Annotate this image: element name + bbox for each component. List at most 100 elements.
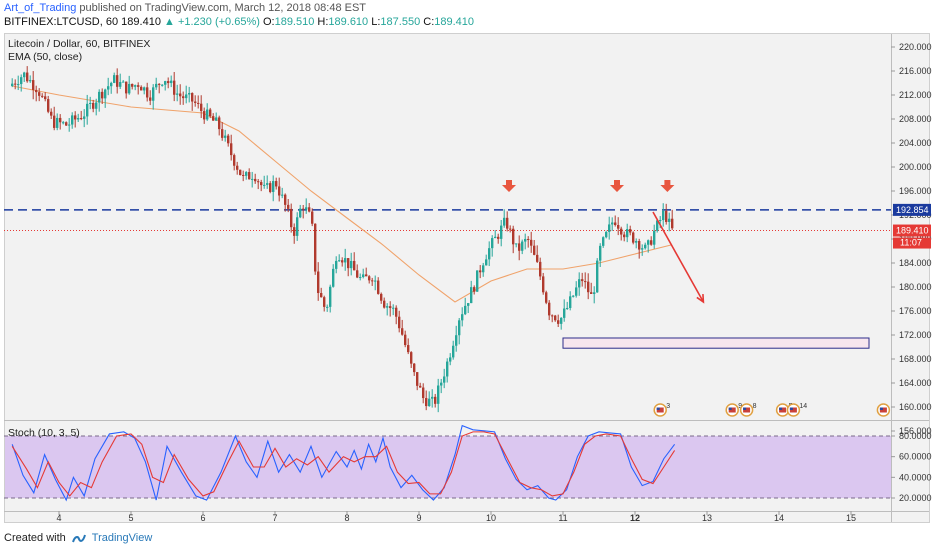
time-tick-label: 12	[630, 513, 640, 523]
candle-body	[263, 184, 266, 186]
candle-body	[206, 109, 209, 120]
candle-body	[365, 274, 368, 277]
candle-body	[446, 361, 449, 377]
candle-body	[215, 117, 218, 121]
candle-body	[443, 376, 446, 383]
candle-body	[602, 237, 605, 246]
event-flag-icon	[779, 407, 783, 410]
candle-body	[410, 352, 413, 364]
candle-body	[503, 217, 506, 226]
candle-body	[233, 155, 236, 166]
price-tick-label: 200.000	[899, 162, 932, 172]
candle-body	[110, 82, 113, 87]
down-marker-arrow	[660, 180, 675, 192]
candle-body	[104, 89, 107, 99]
event-flag-icon	[656, 407, 660, 410]
candle-body	[521, 241, 524, 251]
candle-body	[611, 222, 614, 225]
event-flag-icon	[656, 407, 664, 413]
candle-body	[506, 217, 509, 229]
candle-body	[122, 81, 125, 83]
candle-body	[623, 234, 626, 238]
candle-body	[86, 103, 89, 117]
candle-body	[536, 254, 539, 262]
candle-body	[566, 307, 569, 309]
footer: Created with TradingView	[4, 532, 152, 544]
candle-body	[671, 218, 674, 229]
candle-body	[584, 281, 587, 283]
candle-body	[518, 243, 521, 251]
candle-body	[56, 117, 59, 128]
candle-body	[17, 84, 20, 86]
candle-body	[218, 117, 221, 130]
candle-body	[116, 75, 119, 87]
time-tick-label: 7	[272, 513, 277, 523]
time-tick-label: 5	[128, 513, 133, 523]
event-flag-icon	[728, 407, 732, 410]
candle-body	[257, 181, 260, 183]
candle-body	[437, 385, 440, 404]
candle-body	[374, 280, 377, 282]
candle-body	[23, 72, 26, 78]
candle-body	[26, 72, 29, 82]
tradingview-brand[interactable]: TradingView	[91, 532, 153, 544]
candle-body	[449, 357, 452, 362]
candle-body	[77, 118, 80, 120]
time-tick-label: 4	[56, 513, 61, 523]
candle-body	[641, 248, 644, 250]
current-price-label: 189.410	[896, 226, 929, 236]
candle-body	[419, 385, 422, 388]
candle-body	[383, 300, 386, 308]
candle-body	[572, 295, 575, 297]
candle-body	[35, 89, 38, 93]
candle-body	[608, 224, 611, 232]
price-tick-label: 216.000	[899, 66, 932, 76]
candle-body	[578, 279, 581, 288]
candle-body	[599, 245, 602, 261]
candle-body	[296, 217, 299, 236]
author-link[interactable]: Art_of_Trading	[4, 2, 77, 14]
candle-body	[68, 124, 71, 126]
event-flag-icon	[879, 407, 883, 410]
candle-body	[467, 303, 470, 306]
candle-body	[317, 271, 320, 294]
candle-body	[278, 186, 281, 196]
tradingview-logo-icon	[71, 534, 86, 543]
candle-body	[50, 111, 53, 116]
candle-body	[221, 129, 224, 138]
candle-body	[431, 396, 434, 399]
price-tick-label: 204.000	[899, 138, 932, 148]
stoch-tick-label: 60.0000	[899, 452, 932, 462]
down-marker-arrow	[502, 180, 516, 192]
candle-body	[389, 306, 392, 309]
candle-body	[140, 86, 143, 91]
candle-body	[596, 260, 599, 293]
candle-body	[251, 178, 254, 180]
candle-body	[413, 363, 416, 373]
candle-body	[368, 276, 371, 281]
resistance-price-tag	[893, 203, 931, 216]
publish-info: Art_of_Trading published on TradingView.…	[4, 2, 366, 14]
candle-body	[440, 382, 443, 386]
candle-body	[545, 292, 548, 303]
candle-body	[665, 210, 668, 222]
candle-body	[404, 334, 407, 346]
candle-body	[485, 259, 488, 266]
candle-body	[428, 398, 431, 407]
candle-body	[416, 372, 419, 386]
candle-body	[326, 306, 329, 308]
candle-body	[629, 229, 632, 233]
candle-body	[101, 91, 104, 99]
candle-body	[362, 274, 365, 278]
candle-body	[359, 277, 362, 279]
candle-body	[662, 210, 665, 221]
candle-body	[377, 280, 380, 294]
candle-body	[491, 238, 494, 249]
candle-body	[512, 228, 515, 245]
candle-body	[305, 207, 308, 210]
candle-body	[329, 286, 332, 307]
candle-body	[479, 270, 482, 273]
candle-body	[131, 83, 134, 87]
candle-body	[170, 80, 173, 84]
